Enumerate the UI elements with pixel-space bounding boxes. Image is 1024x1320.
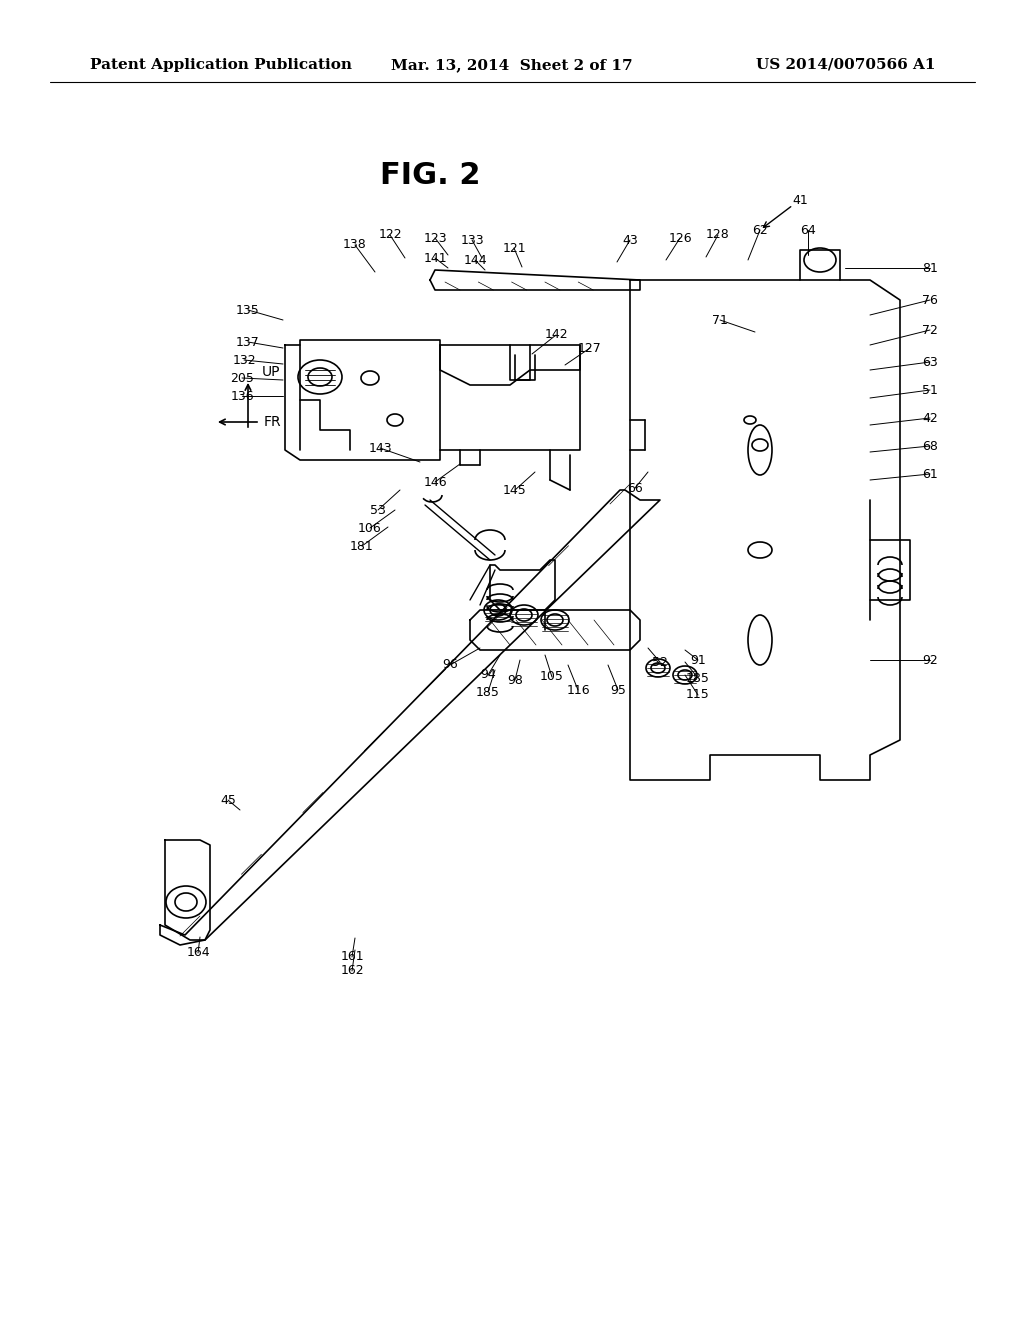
Text: 127: 127 (579, 342, 602, 355)
Text: 164: 164 (186, 946, 210, 960)
Text: 185: 185 (686, 672, 710, 685)
Text: 81: 81 (922, 261, 938, 275)
Text: FR: FR (264, 414, 282, 429)
Text: 116: 116 (566, 684, 590, 697)
Text: 53: 53 (370, 503, 386, 516)
Text: 121: 121 (502, 242, 525, 255)
Text: 95: 95 (610, 684, 626, 697)
Text: 66: 66 (627, 482, 643, 495)
Text: 94: 94 (480, 668, 496, 681)
Text: 45: 45 (220, 793, 236, 807)
Text: 64: 64 (800, 223, 816, 236)
Text: Patent Application Publication: Patent Application Publication (90, 58, 352, 73)
Text: 96: 96 (442, 659, 458, 672)
Text: FIG. 2: FIG. 2 (380, 161, 480, 190)
Text: 126: 126 (669, 231, 692, 244)
Text: 144: 144 (463, 253, 486, 267)
Text: 72: 72 (922, 323, 938, 337)
Text: 128: 128 (707, 228, 730, 242)
Text: 43: 43 (623, 234, 638, 247)
Text: 68: 68 (922, 440, 938, 453)
Text: 42: 42 (923, 412, 938, 425)
Text: 137: 137 (237, 335, 260, 348)
Text: 41: 41 (793, 194, 808, 206)
Text: 51: 51 (922, 384, 938, 396)
Text: 122: 122 (378, 228, 401, 242)
Text: 115: 115 (686, 689, 710, 701)
Text: 161: 161 (340, 950, 364, 964)
Text: 132: 132 (232, 354, 256, 367)
Text: UP: UP (262, 366, 281, 379)
Text: 52: 52 (652, 656, 668, 668)
Text: 123: 123 (423, 231, 446, 244)
Text: 76: 76 (922, 293, 938, 306)
Text: 185: 185 (476, 685, 500, 698)
Text: 181: 181 (350, 540, 374, 553)
Text: 141: 141 (423, 252, 446, 264)
Text: 133: 133 (460, 234, 483, 247)
Text: 142: 142 (544, 329, 568, 342)
Text: 62: 62 (752, 223, 768, 236)
Text: 92: 92 (923, 653, 938, 667)
Text: 71: 71 (712, 314, 728, 326)
Text: 105: 105 (540, 671, 564, 684)
Text: 135: 135 (237, 304, 260, 317)
Text: 136: 136 (230, 389, 254, 403)
Text: Mar. 13, 2014  Sheet 2 of 17: Mar. 13, 2014 Sheet 2 of 17 (391, 58, 633, 73)
Text: US 2014/0070566 A1: US 2014/0070566 A1 (756, 58, 935, 73)
Text: 91: 91 (690, 653, 706, 667)
Text: 205: 205 (230, 371, 254, 384)
Text: 146: 146 (423, 475, 446, 488)
Text: 61: 61 (923, 467, 938, 480)
Text: 138: 138 (343, 239, 367, 252)
Text: 162: 162 (340, 965, 364, 978)
Text: 98: 98 (507, 673, 523, 686)
Text: 143: 143 (369, 441, 392, 454)
Text: 106: 106 (358, 521, 382, 535)
Text: 145: 145 (503, 483, 527, 496)
Text: 63: 63 (923, 355, 938, 368)
